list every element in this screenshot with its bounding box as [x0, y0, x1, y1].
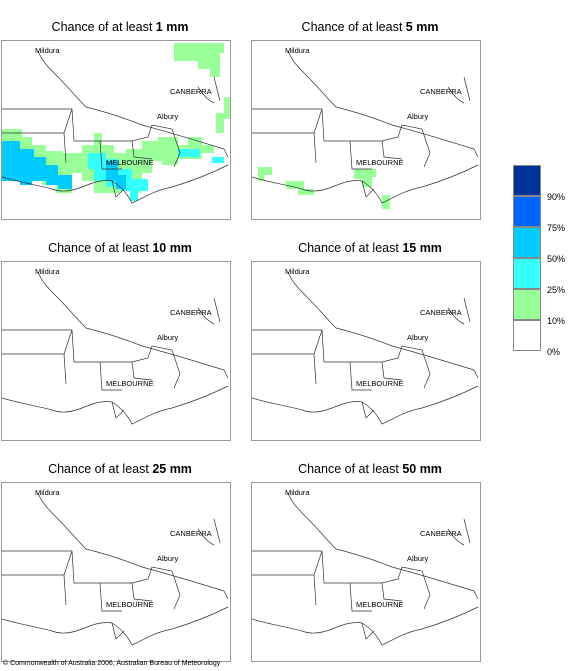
panel-title-25mm: Chance of at least 25 mm [48, 462, 192, 476]
rain-probability-shading [258, 167, 390, 209]
map-graphic [252, 492, 479, 646]
legend-label-50: 50% [547, 254, 566, 264]
place-label-mildura: Mildura [285, 46, 310, 55]
map-graphic [252, 271, 479, 425]
place-label-melbourne: MELBOURNE [106, 379, 154, 388]
place-label-albury: Albury [157, 333, 179, 342]
place-label-mildura: Mildura [35, 267, 60, 276]
place-label-mildura: Mildura [35, 46, 60, 55]
map-panel-25mm: Mildura CANBERRA Albury MELBOURNE [1, 482, 231, 662]
legend-swatch-0 [513, 320, 541, 351]
panel-title-50mm: Chance of at least 50 mm [298, 462, 442, 476]
rain-probability-shading [2, 43, 230, 201]
legend-swatch-25 [513, 258, 541, 289]
place-label-melbourne: MELBOURNE [106, 600, 154, 609]
place-label-canberra: CANBERRA [420, 87, 462, 96]
place-label-canberra: CANBERRA [170, 529, 212, 538]
legend-label-0: 0% [547, 347, 561, 357]
map-graphic [2, 271, 229, 425]
place-label-mildura: Mildura [35, 488, 60, 497]
place-label-canberra: CANBERRA [170, 308, 212, 317]
place-label-melbourne: MELBOURNE [356, 600, 404, 609]
legend-label-75: 75% [547, 223, 566, 233]
place-label-mildura: Mildura [285, 488, 310, 497]
place-label-albury: Albury [407, 554, 429, 563]
place-label-melbourne: MELBOURNE [356, 379, 404, 388]
panel-title-5mm: Chance of at least 5 mm [301, 20, 439, 34]
place-label-melbourne: MELBOURNE [106, 158, 154, 167]
panel-title-15mm: Chance of at least 15 mm [298, 241, 442, 255]
place-label-canberra: CANBERRA [170, 87, 212, 96]
legend-label-90: 90% [547, 192, 566, 202]
panel-title-10mm: Chance of at least 10 mm [48, 241, 192, 255]
place-label-melbourne: MELBOURNE [356, 158, 404, 167]
place-label-mildura: Mildura [285, 267, 310, 276]
legend-swatch-10 [513, 289, 541, 320]
place-label-canberra: CANBERRA [420, 529, 462, 538]
place-label-albury: Albury [157, 554, 179, 563]
place-label-canberra: CANBERRA [420, 308, 462, 317]
legend-swatch-75 [513, 196, 541, 227]
map-panel-50mm: Mildura CANBERRA Albury MELBOURNE [251, 482, 481, 662]
legend-label-25: 25% [547, 285, 566, 295]
legend-swatch-90 [513, 165, 541, 196]
legend-swatch-50 [513, 227, 541, 258]
map-panel-10mm: Mildura CANBERRA Albury MELBOURNE [1, 261, 231, 441]
legend-label-10: 10% [547, 316, 566, 326]
map-graphic [2, 492, 229, 646]
map-panel-1mm: Mildura CANBERRA Albury MELBOURNE [1, 40, 231, 220]
place-label-albury: Albury [407, 333, 429, 342]
map-graphic [2, 43, 230, 204]
map-panel-5mm: Mildura CANBERRA Albury MELBOURNE [251, 40, 481, 220]
panel-title-1mm: Chance of at least 1 mm [51, 20, 189, 34]
place-label-albury: Albury [157, 112, 179, 121]
copyright-notice: © Commonwealth of Australia 2006, Austra… [3, 660, 221, 667]
place-label-albury: Albury [407, 112, 429, 121]
map-panel-15mm: Mildura CANBERRA Albury MELBOURNE [251, 261, 481, 441]
map-graphic [252, 50, 479, 209]
